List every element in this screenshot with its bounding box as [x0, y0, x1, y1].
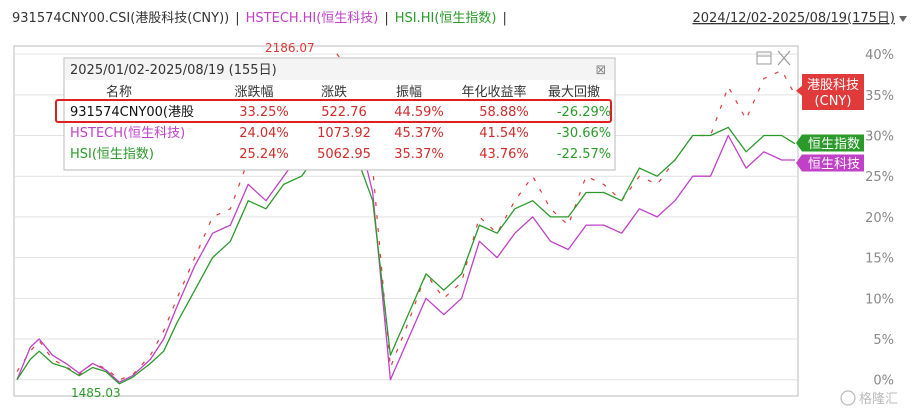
- date-range[interactable]: 2024/12/02-2025/08/19(175日): [692, 11, 895, 26]
- stats-cell: 44.59%: [394, 105, 444, 120]
- value-tag-label: (CNY): [815, 94, 852, 109]
- stats-cell: 522.76: [321, 105, 367, 120]
- stats-cell: 45.37%: [394, 126, 444, 141]
- stats-close-icon[interactable]: ⊠: [596, 63, 607, 78]
- value-tag-label: 港股科技: [807, 78, 859, 93]
- close-icon[interactable]: [777, 50, 791, 66]
- stats-panel-titlebar: [65, 59, 614, 80]
- y-tick-label: 5%: [873, 333, 894, 348]
- y-tick-label: 0%: [873, 374, 894, 389]
- value-tag-label: 恒生指数: [808, 137, 860, 152]
- legend-hsi: HSI.HI(恒生指数): [395, 11, 497, 26]
- legend-separator: |: [235, 11, 239, 26]
- stats-cell: 43.76%: [479, 147, 529, 162]
- series-line-1: [16, 94, 795, 383]
- stats-cell: 5062.95: [317, 147, 371, 162]
- legend-hstech: HSTECH.HI(恒生科技): [246, 11, 379, 26]
- y-tick-label: 35%: [865, 89, 894, 104]
- stats-header: 年化收益率: [461, 84, 526, 100]
- stats-cell: -22.57%: [557, 147, 611, 162]
- value-tag-label: 恒生科技: [808, 157, 860, 172]
- stats-header: 振幅: [396, 85, 422, 100]
- value-tag: [796, 154, 864, 172]
- value-tag: [796, 74, 864, 110]
- stats-row-name: HSI(恒生指数): [70, 147, 154, 162]
- stats-cell: 33.25%: [239, 105, 289, 120]
- window-icon[interactable]: [756, 51, 772, 65]
- high-annotation: 2186.07: [265, 41, 315, 55]
- y-tick-label: 15%: [865, 252, 894, 267]
- legend-main: 931574CNY00.CSI(港股科技(CNY)): [12, 11, 229, 26]
- stats-cell: 58.88%: [479, 105, 529, 120]
- y-tick-label: 40%: [865, 48, 894, 63]
- watermark-text: 格隆汇: [859, 391, 898, 407]
- stats-cell: 35.37%: [394, 147, 444, 162]
- plot-frame: [13, 45, 799, 397]
- stats-panel-title: 2025/01/02-2025/08/19 (155日): [70, 63, 277, 78]
- stats-header: 涨跌: [321, 84, 347, 100]
- y-tick-label: 30%: [865, 130, 894, 145]
- stats-cell: -30.66%: [557, 126, 611, 141]
- stats-row-name: 931574CNY00(港股: [70, 105, 194, 120]
- stats-header: 最大回撤: [548, 84, 600, 100]
- y-tick-label: 20%: [865, 211, 894, 226]
- highlight-box: [55, 99, 612, 123]
- stats-cell: -26.29%: [557, 105, 611, 120]
- legend-separator: |: [502, 11, 506, 26]
- series-line-2: [16, 126, 796, 385]
- stats-header: 名称: [106, 84, 132, 100]
- stats-cell: 1073.92: [317, 126, 371, 141]
- value-tag: [796, 134, 864, 152]
- y-tick-label: 10%: [865, 292, 894, 307]
- stats-cell: 24.04%: [239, 126, 289, 141]
- y-tick-label: 25%: [865, 170, 894, 185]
- legend-separator: |: [384, 11, 388, 26]
- stats-cell: 41.54%: [479, 126, 529, 141]
- low-annotation: 1485.03: [71, 386, 121, 400]
- stats-row-name: HSTECH(恒生科技): [70, 126, 185, 141]
- series-line-0: [16, 53, 796, 381]
- stats-cell: 25.24%: [239, 147, 289, 162]
- chevron-down-icon[interactable]: [899, 16, 907, 22]
- watermark-logo-icon: [840, 390, 856, 406]
- stats-header: 涨跌幅: [234, 84, 273, 100]
